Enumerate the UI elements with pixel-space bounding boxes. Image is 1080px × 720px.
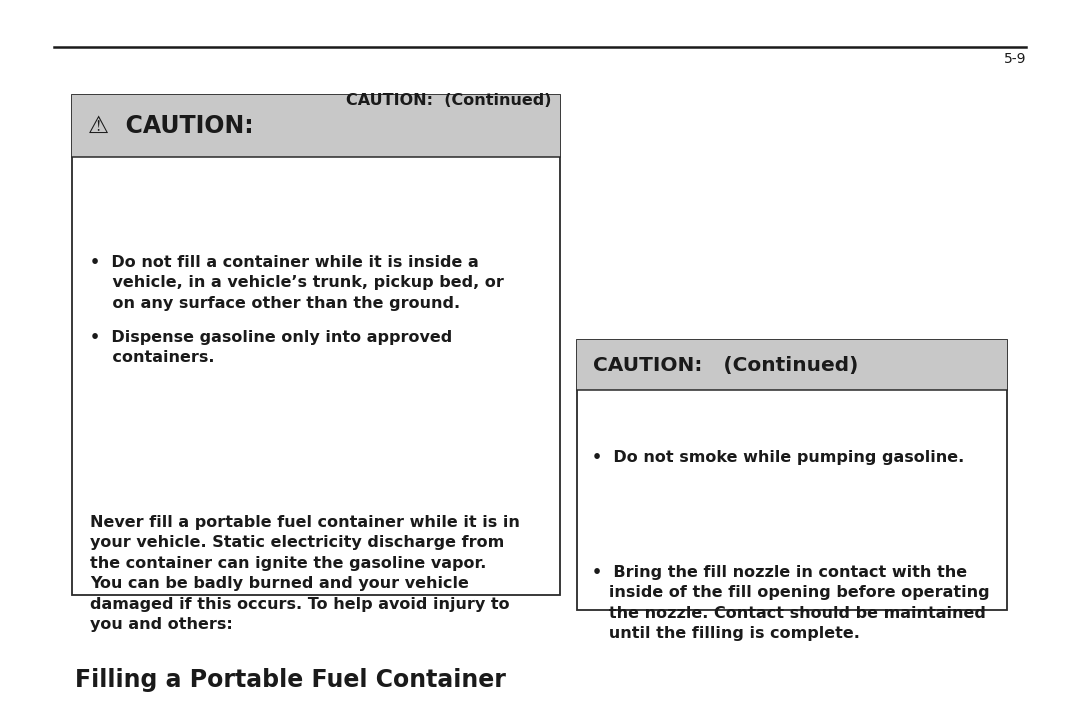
Text: Never fill a portable fuel container while it is in
your vehicle. Static electri: Never fill a portable fuel container whi… [90, 515, 519, 632]
Text: 5-9: 5-9 [1003, 52, 1026, 66]
Text: •  Do not fill a container while it is inside a
    vehicle, in a vehicle’s trun: • Do not fill a container while it is in… [90, 255, 504, 311]
Text: •  Do not smoke while pumping gasoline.: • Do not smoke while pumping gasoline. [592, 450, 964, 465]
Bar [72, 95, 561, 595]
Text: CAUTION:   (Continued): CAUTION: (Continued) [593, 356, 859, 374]
Text: ⚠  CAUTION:: ⚠ CAUTION: [87, 114, 254, 138]
Bar [577, 340, 1007, 610]
Text: CAUTION:  (Continued): CAUTION: (Continued) [347, 93, 552, 108]
Bar [577, 340, 1007, 390]
Text: •  Dispense gasoline only into approved
    containers.: • Dispense gasoline only into approved c… [90, 330, 453, 365]
Bar [72, 95, 561, 157]
Text: •  Bring the fill nozzle in contact with the
   inside of the fill opening befor: • Bring the fill nozzle in contact with … [592, 565, 989, 642]
Text: Filling a Portable Fuel Container: Filling a Portable Fuel Container [75, 668, 505, 692]
